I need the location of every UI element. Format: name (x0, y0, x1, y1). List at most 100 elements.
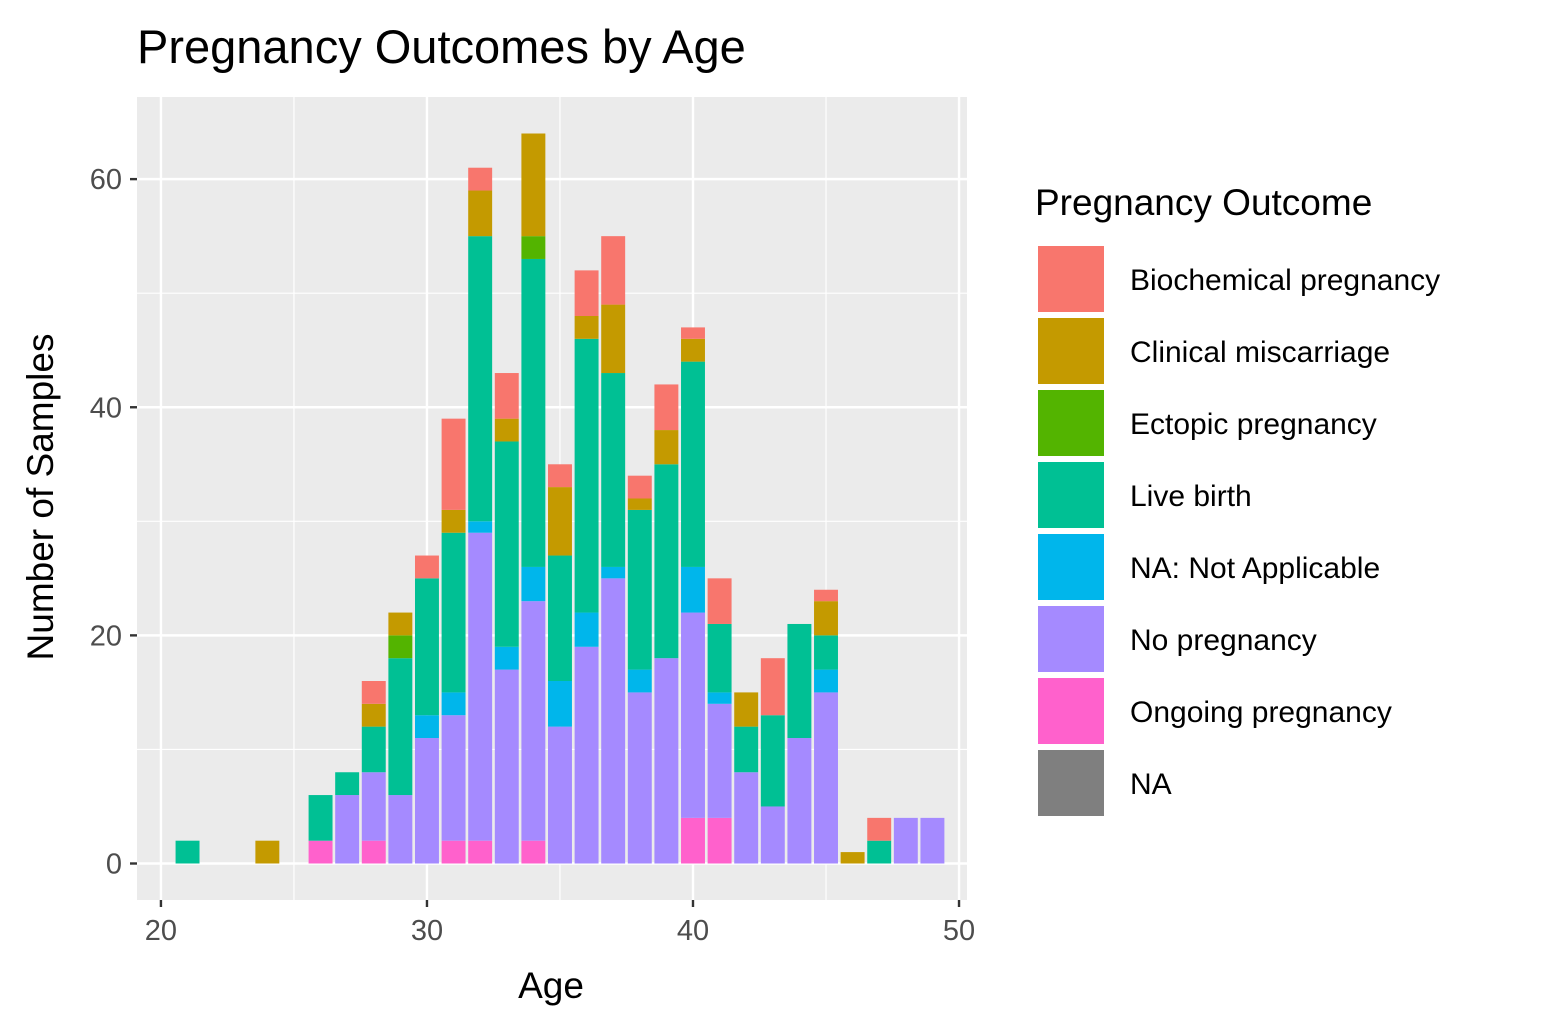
bar-segment (601, 373, 626, 567)
bar-segment (707, 623, 732, 693)
bar-segment (494, 418, 519, 442)
bar-segment (893, 817, 918, 864)
chart-title: Pregnancy Outcomes by Age (137, 20, 746, 73)
bar-segment (388, 612, 413, 636)
bar-segment (654, 658, 679, 864)
y-tick-label: 40 (90, 392, 122, 424)
bar-segment (601, 578, 626, 864)
bar-segment (441, 532, 466, 693)
bar-segment (920, 817, 945, 864)
x-tick-label: 40 (677, 915, 709, 947)
x-axis-title: Age (518, 965, 584, 1006)
legend-key (1036, 460, 1106, 530)
bar-segment (494, 441, 519, 647)
x-tick-label: 30 (411, 915, 443, 947)
bar-segment (468, 167, 493, 191)
bar-segment (494, 373, 519, 419)
bar-segment (521, 258, 546, 567)
legend-label: Live birth (1130, 480, 1252, 513)
bar-segment (681, 817, 705, 864)
bar-segment (441, 715, 466, 841)
bar-segment (814, 601, 838, 636)
bar-segment (681, 566, 705, 613)
bar-segment (627, 475, 652, 499)
bar-segment (681, 338, 705, 362)
bar-segment (468, 840, 493, 864)
bar-stacks (175, 133, 945, 864)
bar-segment (335, 795, 360, 864)
bar-segment (494, 646, 519, 670)
bar-segment (361, 726, 386, 773)
bar-segment (521, 236, 546, 259)
bar-segment (574, 612, 599, 647)
bar-segment (468, 190, 493, 237)
bar-segment (627, 498, 652, 510)
bar-segment (361, 681, 386, 704)
x-tick-label: 20 (145, 915, 177, 947)
bar-segment (494, 669, 519, 864)
bar-segment (441, 692, 466, 716)
bar-segment (468, 521, 493, 533)
legend-title: Pregnancy Outcome (1035, 182, 1372, 223)
bar-segment (840, 852, 865, 864)
legend-key (1036, 244, 1106, 314)
bar-segment (627, 509, 652, 670)
legend: Pregnancy Outcome Biochemical pregnancy C… (1035, 182, 1440, 818)
bar-segment (654, 464, 679, 659)
y-tick-label: 60 (90, 164, 122, 196)
bar-segment (760, 658, 785, 716)
bar-segment (681, 327, 705, 339)
bar-segment (388, 635, 413, 659)
bar-segment (414, 578, 439, 716)
y-tick-label: 20 (90, 620, 122, 652)
bar-segment (707, 692, 732, 704)
legend-key (1036, 676, 1106, 746)
bar-segment (361, 840, 386, 864)
bar-segment (654, 430, 679, 465)
bar-segment (814, 692, 838, 864)
bar-segment (414, 738, 439, 864)
bar-segment (814, 669, 838, 693)
bar-segment (414, 555, 439, 579)
bar-segment (548, 726, 572, 864)
bar-segment (441, 840, 466, 864)
x-tick-label: 50 (943, 915, 975, 947)
bar-segment (548, 555, 572, 681)
legend-label: Clinical miscarriage (1130, 336, 1390, 369)
bar-segment (521, 133, 546, 237)
bar-segment (388, 658, 413, 796)
bar-segment (521, 840, 546, 864)
legend-key (1036, 604, 1106, 674)
bar-segment (308, 840, 333, 864)
bar-segment (468, 532, 493, 841)
bar-segment (574, 338, 599, 613)
bar-segment (734, 692, 759, 727)
bar-segment (814, 635, 838, 670)
legend-key (1036, 748, 1106, 818)
bar-segment (601, 566, 626, 579)
bar-segment (734, 772, 759, 864)
bar-segment (548, 681, 572, 727)
bar-segment (654, 384, 679, 431)
bar-segment (760, 806, 785, 864)
bar-segment (388, 795, 413, 864)
bar-segment (707, 578, 732, 624)
bar-segment (814, 589, 838, 602)
legend-label: Ongoing pregnancy (1130, 696, 1392, 729)
bar-segment (601, 304, 626, 374)
bar-segment (867, 817, 892, 841)
bar-segment (414, 715, 439, 739)
legend-key (1036, 532, 1106, 602)
bar-segment (681, 612, 705, 818)
legend-key (1036, 388, 1106, 458)
bar-segment (441, 509, 466, 533)
legend-label: NA (1130, 768, 1172, 801)
bar-segment (627, 669, 652, 693)
bar-segment (441, 418, 466, 510)
bar-segment (175, 840, 200, 864)
legend-label: Ectopic pregnancy (1130, 408, 1377, 441)
bar-segment (734, 726, 759, 773)
bar-segment (521, 566, 546, 602)
bar-segment (601, 236, 626, 305)
